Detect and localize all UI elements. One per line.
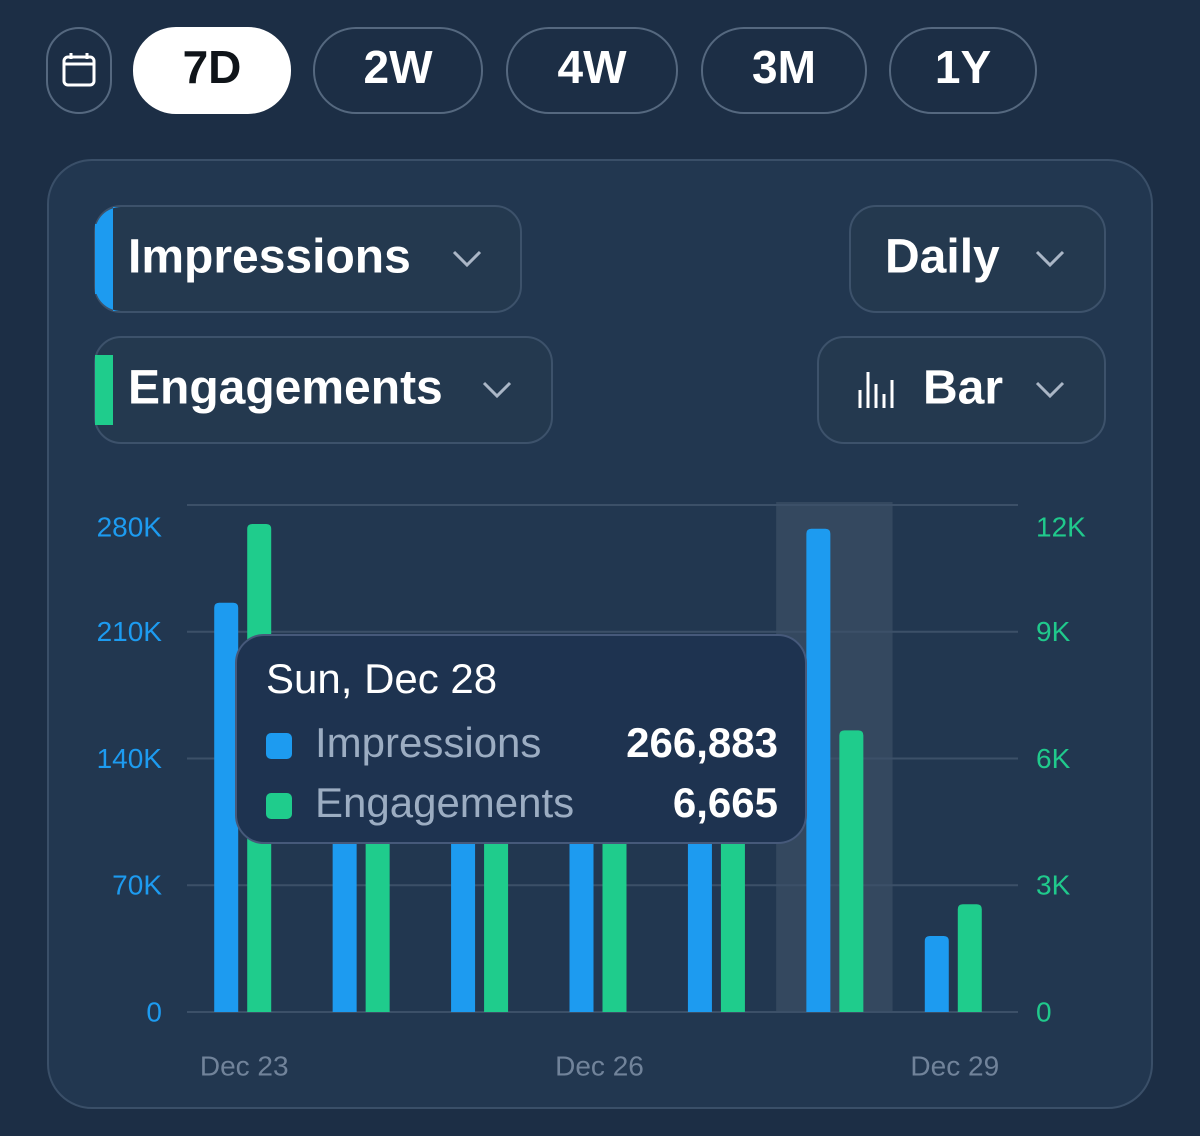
range-button-label: 1Y [935,41,991,93]
range-button-label: 2W [364,41,434,93]
x-tick-label: Dec 26 [555,1050,644,1081]
interval-dropdown[interactable]: Daily [849,205,1106,313]
y-tick-label: 140K [97,743,163,774]
range-button-bg [133,27,291,114]
bar [214,602,239,1012]
range-button[interactable]: 7D [133,27,291,114]
tooltip-name: Impressions [315,719,541,766]
y2-tick-label: 6K [1036,743,1071,774]
range-button-bg [506,27,678,114]
tooltip-name: Engagements [315,779,574,826]
range-button[interactable]: 1Y [889,27,1037,114]
range-button[interactable]: 4W [506,27,678,114]
tooltip-title: Sun, Dec 28 [266,655,497,702]
range-button[interactable]: 3M [701,27,867,114]
range-button-bg [701,27,867,114]
bar [365,800,390,1012]
bar [806,528,831,1012]
tooltip: Sun, Dec 28 Impressions 266,883 Engagements… [235,634,807,844]
y2-tick-label: 12K [1036,511,1086,542]
calendar-button[interactable] [46,27,112,114]
chart-style-dropdown[interactable]: Bar [817,336,1106,444]
y2-tick-label: 9K [1036,616,1071,647]
chart-style-label: Bar [923,362,1003,415]
tooltip-box [235,634,807,844]
range-button-label: 3M [752,41,816,93]
chart: 0 70K 140K 210K 280K 0 3K 6K 9K 12K Dec 23 Dec 26 De… [97,502,1086,1081]
range-button-label: 4W [558,41,628,93]
bar [957,904,982,1012]
tooltip-swatch [266,733,292,759]
y-tick-label: 0 [146,996,162,1027]
range-button[interactable]: 2W [313,27,483,114]
bar [602,821,627,1012]
range-button-bg [889,27,1037,114]
x-tick-label: Dec 29 [910,1050,999,1081]
bar [924,935,949,1012]
range-button-bg [313,27,483,114]
tooltip-swatch [266,793,292,819]
metric-dropdown[interactable]: Engagements [94,336,553,444]
bar [839,730,864,1012]
y-tick-label: 210K [97,616,163,647]
metric-label: Engagements [128,362,443,415]
y2-tick-label: 3K [1036,870,1071,901]
metric-dropdown[interactable]: Impressions [94,205,522,313]
range-button-label: 7D [183,41,242,93]
tooltip-value: 266,883 [626,719,778,766]
y2-tick-label: 0 [1036,996,1052,1027]
y-tick-label: 70K [112,870,162,901]
y-tick-label: 280K [97,511,163,542]
bar [484,809,509,1012]
tooltip-value: 6,665 [673,779,778,826]
x-tick-label: Dec 23 [200,1050,289,1081]
metric-label: Impressions [128,231,411,284]
interval-label: Daily [885,231,1000,284]
